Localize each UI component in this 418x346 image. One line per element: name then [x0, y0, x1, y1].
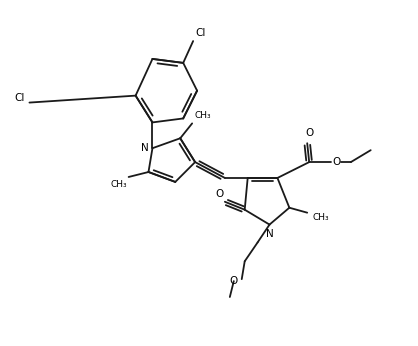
Text: O: O [305, 128, 314, 138]
Text: Cl: Cl [14, 93, 25, 103]
Text: N: N [140, 143, 148, 153]
Text: N: N [265, 228, 273, 238]
Text: O: O [229, 276, 238, 286]
Text: CH₃: CH₃ [194, 111, 211, 120]
Text: O: O [333, 157, 341, 167]
Text: O: O [216, 189, 224, 199]
Text: CH₃: CH₃ [312, 213, 329, 222]
Text: Cl: Cl [195, 28, 205, 38]
Text: CH₃: CH₃ [110, 180, 127, 189]
